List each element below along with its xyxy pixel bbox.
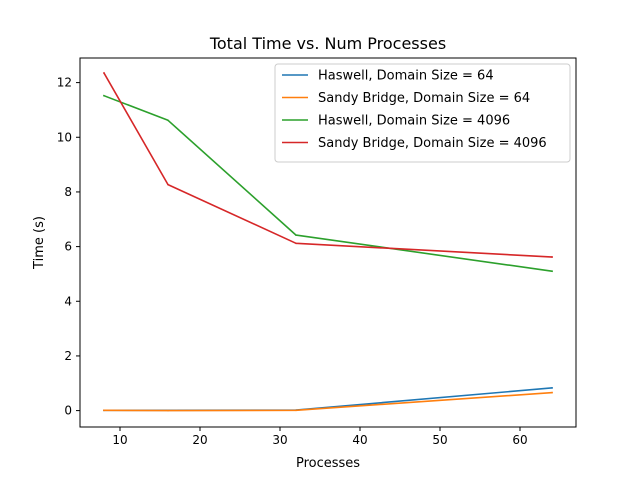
- x-tick-label: 50: [432, 433, 447, 447]
- x-tick-label: 20: [192, 433, 207, 447]
- legend-label: Sandy Bridge, Domain Size = 64: [318, 91, 530, 106]
- y-tick-label: 0: [64, 404, 72, 418]
- data-point-series-4: [167, 183, 169, 186]
- y-tick-label: 10: [57, 130, 72, 144]
- plot-area: [79, 57, 577, 428]
- y-tick-label: 4: [64, 294, 72, 308]
- data-point-series-2: [551, 391, 553, 394]
- data-point-series-3: [551, 270, 553, 273]
- data-point-series-1: [551, 387, 553, 389]
- x-axis: 10 20 30 40 50 60: [112, 427, 528, 447]
- series-line-4: [102, 71, 553, 258]
- data-point-series-3: [103, 94, 105, 97]
- legend-label: Haswell, Domain Size = 64: [318, 69, 494, 84]
- legend-label: Haswell, Domain Size = 4096: [318, 114, 510, 129]
- x-tick-label: 40: [352, 433, 367, 447]
- y-tick-label: 12: [57, 76, 72, 90]
- series-layer: [102, 71, 553, 412]
- data-point-series-2: [103, 409, 105, 412]
- data-point-series-4: [551, 256, 553, 258]
- y-tick-label: 6: [64, 240, 72, 254]
- x-tick-label: 10: [112, 433, 127, 447]
- x-axis-label: Processes: [296, 456, 360, 471]
- data-point-series-2: [167, 409, 169, 412]
- y-tick-label: 8: [64, 185, 72, 199]
- chart-title: Total Time vs. Num Processes: [209, 34, 446, 53]
- series-line-3: [102, 94, 553, 273]
- data-point-series-3: [167, 119, 169, 122]
- legend-box: [274, 63, 571, 163]
- x-tick-label: 30: [272, 433, 287, 447]
- y-axis: 0 2 4 6 8 10 12: [57, 76, 80, 418]
- x-tick-label: 60: [512, 433, 527, 447]
- data-point-series-3: [295, 234, 297, 236]
- y-axis-label: Time (s): [32, 216, 47, 270]
- legend-label: Sandy Bridge, Domain Size = 4096: [318, 136, 547, 151]
- legend: Haswell, Domain Size = 64 Sandy Bridge, D…: [274, 63, 571, 163]
- data-point-series-2: [295, 409, 297, 412]
- data-point-series-4: [295, 242, 297, 245]
- data-point-series-4: [103, 72, 105, 74]
- series-line-2: [103, 391, 553, 412]
- y-tick-label: 2: [64, 349, 72, 363]
- series-line-1: [103, 387, 553, 412]
